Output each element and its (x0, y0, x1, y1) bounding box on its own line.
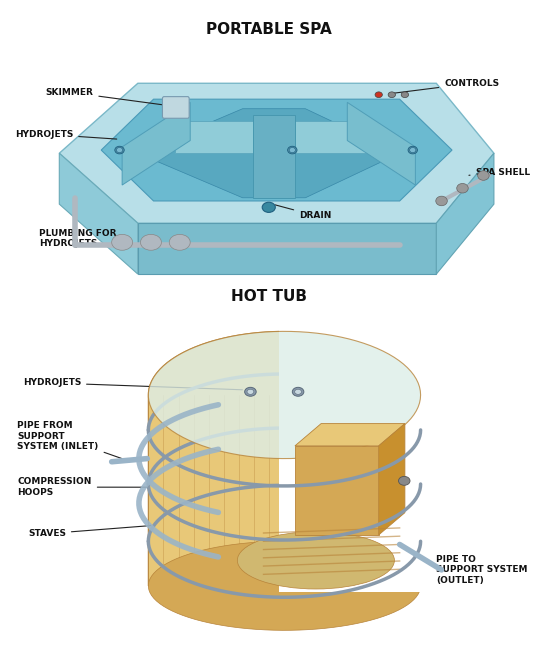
Polygon shape (138, 223, 436, 274)
Ellipse shape (401, 92, 408, 98)
Polygon shape (436, 153, 494, 274)
Ellipse shape (410, 148, 416, 153)
Polygon shape (174, 122, 374, 153)
Ellipse shape (262, 202, 275, 213)
Ellipse shape (408, 146, 417, 154)
Ellipse shape (375, 92, 383, 98)
Polygon shape (347, 102, 415, 185)
Text: HYDROJETS: HYDROJETS (23, 378, 242, 390)
Polygon shape (148, 332, 421, 586)
FancyBboxPatch shape (162, 97, 189, 118)
Ellipse shape (112, 235, 132, 250)
Ellipse shape (247, 389, 254, 395)
Text: COMPRESSION
HOOPS: COMPRESSION HOOPS (18, 478, 148, 497)
Ellipse shape (237, 532, 395, 589)
Ellipse shape (289, 148, 295, 153)
Text: CONTROLS: CONTROLS (389, 79, 500, 94)
Ellipse shape (295, 389, 301, 395)
Ellipse shape (457, 183, 468, 193)
Text: HYDROJETS: HYDROJETS (15, 130, 116, 139)
Polygon shape (148, 332, 421, 459)
Text: SPA SHELL: SPA SHELL (469, 168, 530, 177)
Ellipse shape (288, 146, 297, 154)
Text: HOT TUB: HOT TUB (231, 289, 307, 304)
Text: PIPE FROM
SUPPORT
SYSTEM (INLET): PIPE FROM SUPPORT SYSTEM (INLET) (18, 421, 125, 460)
Ellipse shape (140, 235, 161, 250)
Text: DRAIN: DRAIN (275, 205, 332, 220)
Polygon shape (295, 424, 405, 446)
Ellipse shape (169, 235, 190, 250)
Polygon shape (379, 424, 405, 535)
Text: SKIMMER: SKIMMER (45, 88, 179, 107)
Polygon shape (253, 115, 295, 198)
Text: PORTABLE SPA: PORTABLE SPA (206, 21, 332, 36)
Polygon shape (138, 109, 400, 198)
Text: PIPE TO
SUPPORT SYSTEM
(OUTLET): PIPE TO SUPPORT SYSTEM (OUTLET) (428, 555, 528, 584)
Polygon shape (279, 325, 436, 592)
Polygon shape (148, 541, 421, 630)
Polygon shape (59, 83, 494, 223)
Polygon shape (122, 102, 190, 185)
Ellipse shape (116, 148, 123, 153)
Ellipse shape (388, 92, 395, 98)
Ellipse shape (477, 171, 489, 180)
Polygon shape (295, 446, 379, 535)
Ellipse shape (436, 196, 447, 206)
Polygon shape (101, 99, 452, 201)
Ellipse shape (399, 476, 410, 486)
Ellipse shape (115, 146, 124, 154)
Ellipse shape (245, 387, 256, 396)
Text: PLUMBING FOR
HYDROJETS: PLUMBING FOR HYDROJETS (39, 229, 125, 248)
Text: STAVES: STAVES (28, 526, 151, 538)
Ellipse shape (293, 387, 304, 396)
Polygon shape (59, 153, 138, 274)
